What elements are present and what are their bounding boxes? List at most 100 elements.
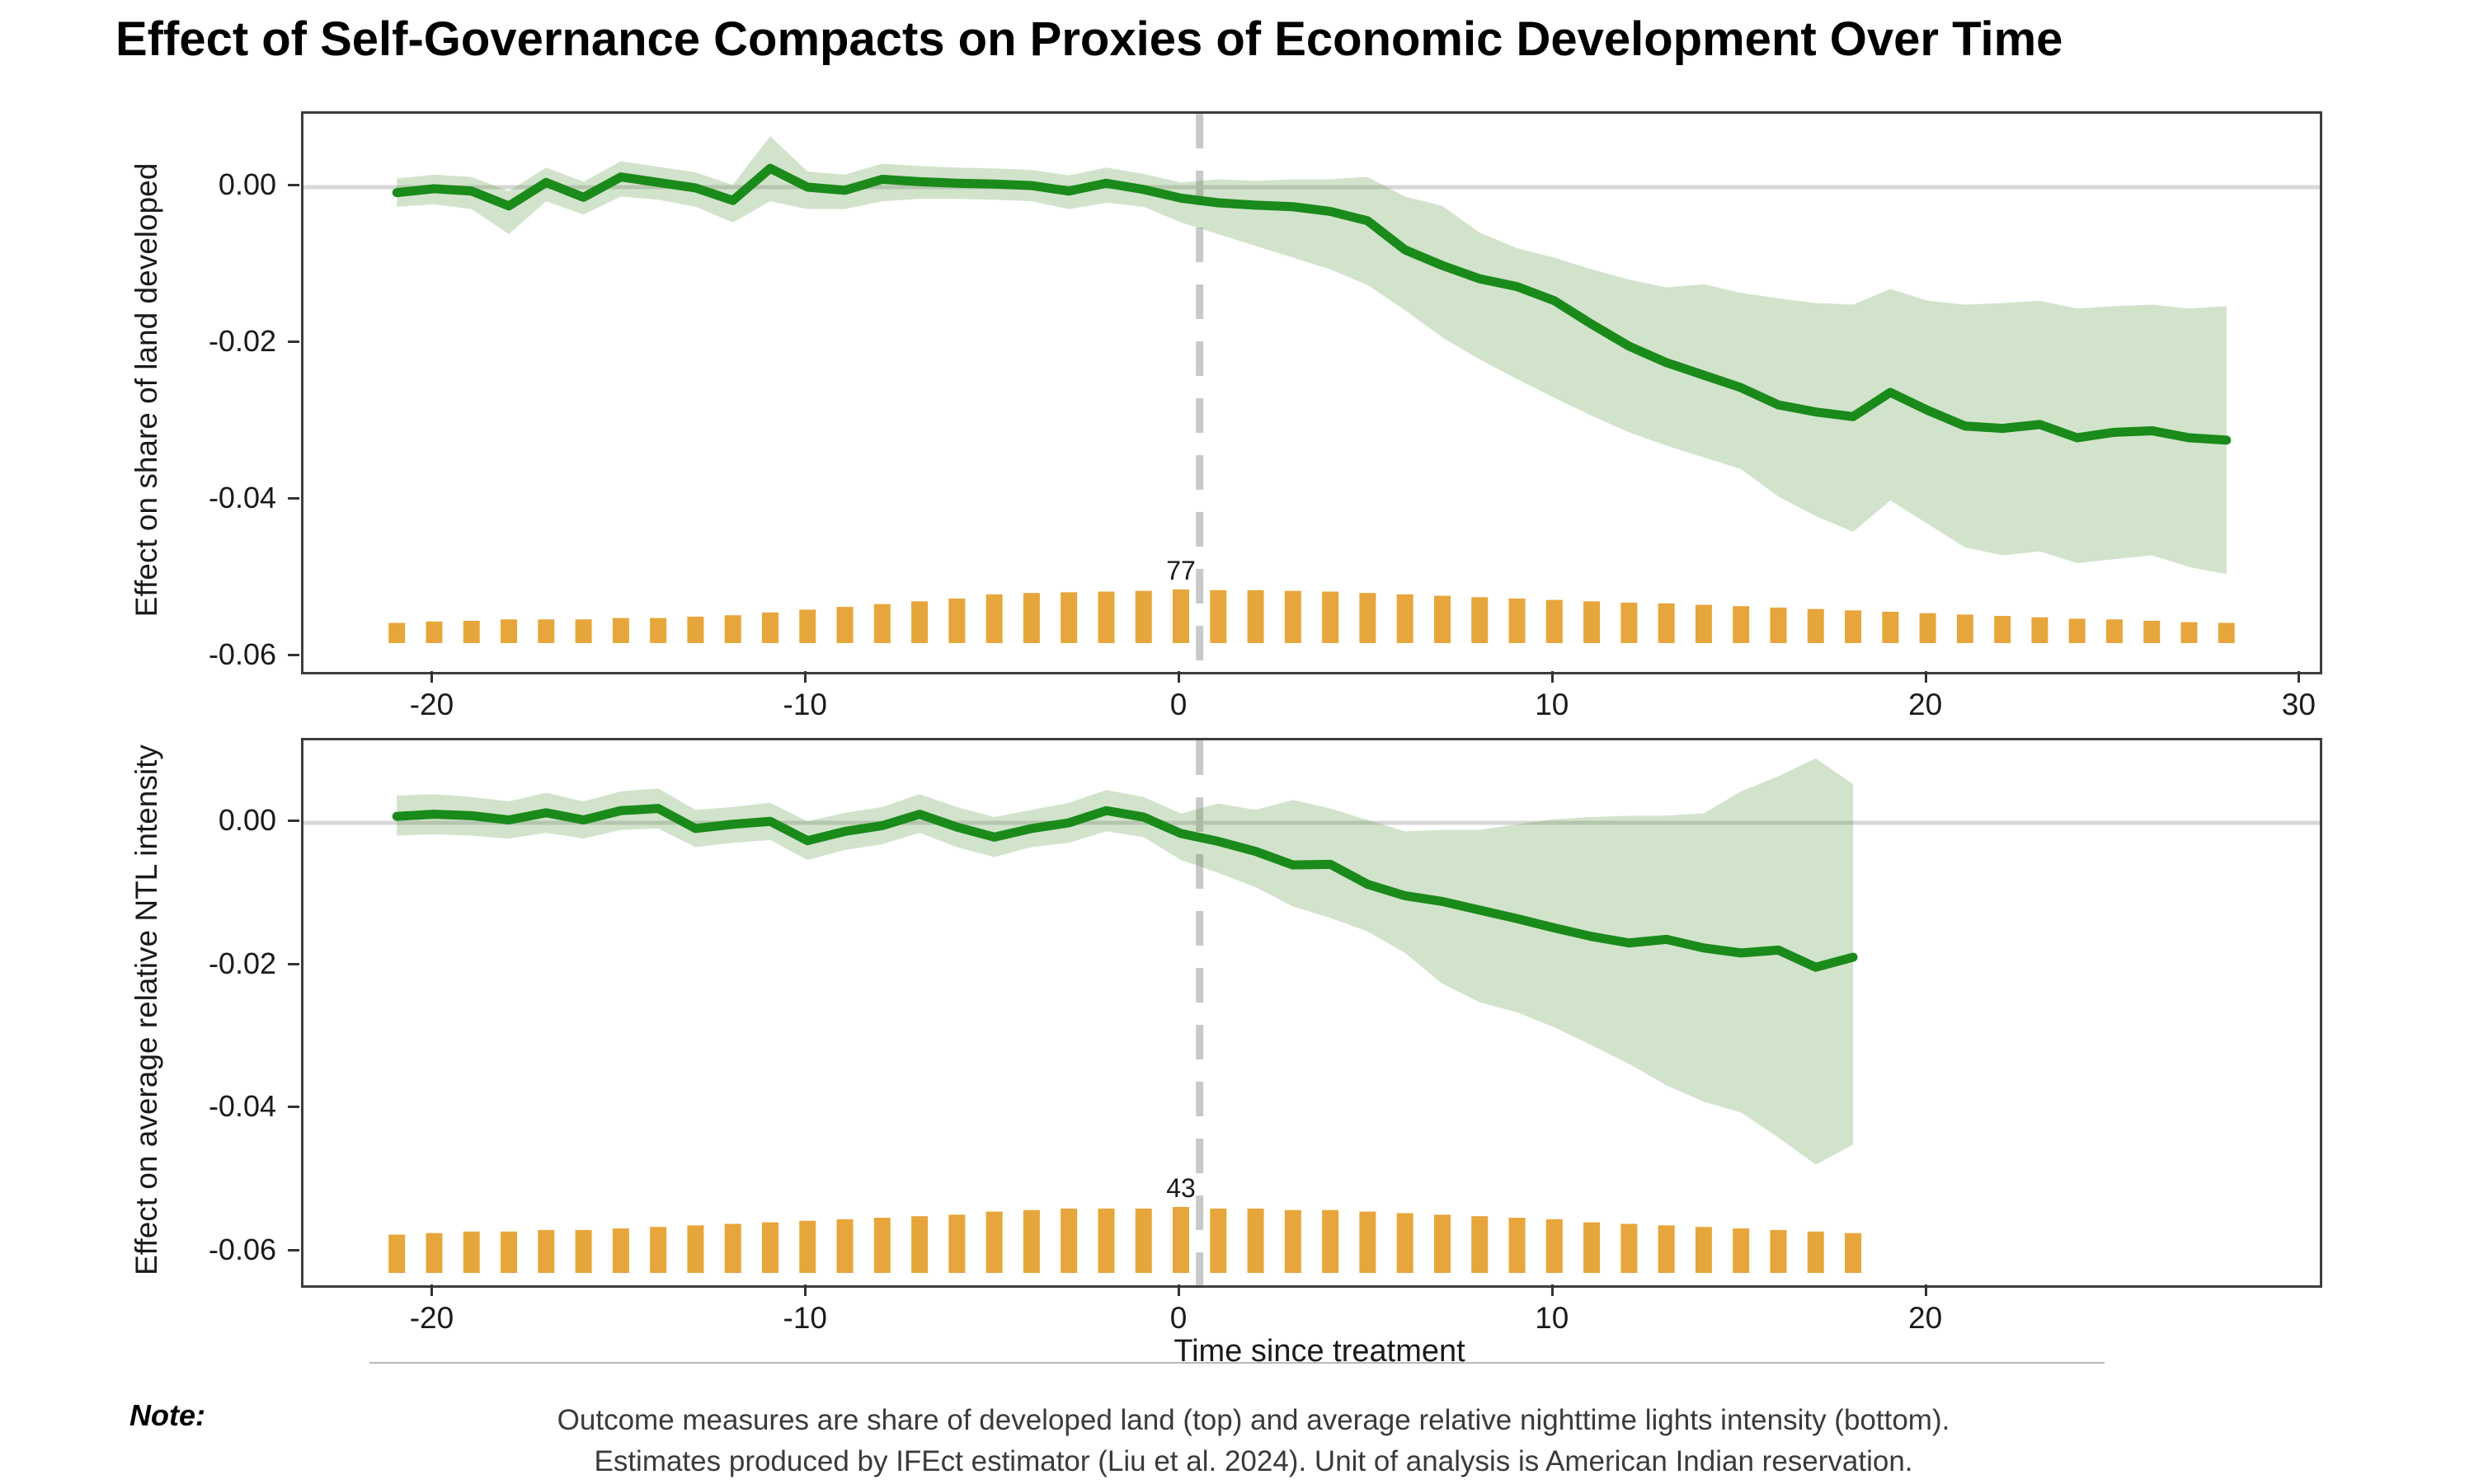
count-bar [1322,1209,1339,1273]
y-tick-label: -0.02 [208,324,276,358]
count-bar [650,618,667,643]
count-bar [388,1234,406,1273]
x-tick-mark [1178,1284,1181,1296]
count-bar [1210,1208,1227,1273]
note-body: Outcome measures are share of developed … [371,1400,2136,1482]
x-tick-label: 20 [1908,1301,1943,1335]
x-tick-mark [1924,671,1927,683]
count-bar [911,601,929,643]
count-bar [1545,1219,1563,1273]
count-bar [388,622,406,643]
y-tick-mark [288,819,299,822]
x-tick-label: 0 [1169,688,1188,721]
count-bar [1284,1209,1301,1273]
confidence-band [397,758,1854,1165]
count-bar [1770,1229,1787,1273]
count-bar [575,1229,592,1273]
count-bar [426,621,443,643]
y-tick-label: -0.04 [208,481,276,514]
x-tick-mark [804,1284,807,1296]
x-tick-label: 0 [1169,1301,1188,1335]
count-bar [1658,1225,1675,1273]
count-bar [1956,614,1973,643]
y-tick-mark [288,1248,299,1252]
count-bar [612,618,629,643]
y-tick-mark [288,1106,299,1108]
count-bar [2180,622,2198,643]
count-bar [1508,598,1526,643]
confidence-band [397,136,2227,575]
count-bar [1658,603,1675,643]
count-bar [911,1216,929,1273]
count-bar [1508,1218,1526,1273]
note-label: Note: [129,1398,205,1432]
count-bar [650,1227,667,1273]
count-bar [1882,612,1899,643]
count-bar [575,619,592,643]
count-bar [761,612,778,643]
x-tick-mark [2298,671,2301,683]
chart-title: Effect of Self-Governance Compacts on Pr… [115,12,2063,66]
note-line-2: Estimates produced by IFEct estimator (L… [594,1445,1913,1477]
count-bar [1733,606,1750,643]
count-bar [538,1229,555,1273]
top-plot-svg: 77 [303,114,2320,672]
count-bar [612,1228,629,1273]
count-bar [724,1223,741,1273]
count-bar [1919,613,1936,643]
top-panel: 77 [301,111,2322,674]
count-bar [2143,620,2161,643]
count-bar [2031,617,2048,643]
count-bar [463,1231,480,1273]
y-tick-label: -0.02 [208,946,276,980]
y-tick-label: 0.00 [218,803,276,837]
count-bar [1135,1208,1152,1273]
count-bar [1583,1222,1601,1273]
count-bar [2218,622,2235,643]
count-bar [985,594,1003,643]
count-bar [799,1220,816,1273]
count-bar [1135,590,1152,643]
y-axis-title-bottom: Effect on average relative NTL intensity [129,744,163,1275]
count-bar [687,1225,704,1273]
count-bar [1770,607,1787,643]
count-bar [1433,595,1451,643]
y-axis-title-top: Effect on share of land developed [129,162,163,618]
count-bar [501,1231,518,1273]
y-tick-mark [288,497,299,500]
count-bar [1583,601,1601,643]
count-bar [1322,591,1339,643]
note-separator [369,1362,2105,1364]
y-tick-label: -0.06 [208,1232,276,1266]
x-tick-mark [1550,1284,1554,1296]
x-tick-label: -20 [409,688,454,721]
count-bar [1396,1213,1413,1273]
count-bar [724,615,741,643]
count-bar [538,619,555,643]
count-bar [1359,593,1376,643]
count-bar [1098,591,1115,643]
count-bar [426,1233,443,1273]
x-tick-label: 30 [2281,688,2316,721]
y-tick-label: -0.06 [208,637,276,671]
count-bar [985,1211,1003,1273]
x-tick-label: -20 [409,1301,454,1335]
y-tick-mark [288,654,299,656]
y-tick-label: -0.04 [208,1089,276,1123]
count-label: 77 [1166,556,1196,585]
count-bar [1247,589,1264,643]
count-bar [836,607,854,643]
count-bar [463,620,480,643]
x-tick-label: 10 [1535,688,1569,721]
count-bar [1620,1223,1638,1273]
x-tick-label: -10 [783,1301,827,1335]
count-bar [836,1219,854,1273]
x-tick-label: -10 [783,688,827,721]
y-tick-mark [288,340,299,343]
count-bar [1023,1209,1040,1273]
count-bar [1620,603,1638,643]
count-bar [1247,1208,1264,1273]
count-bar [1396,594,1413,643]
count-bar [873,603,891,643]
count-bar [873,1218,891,1273]
